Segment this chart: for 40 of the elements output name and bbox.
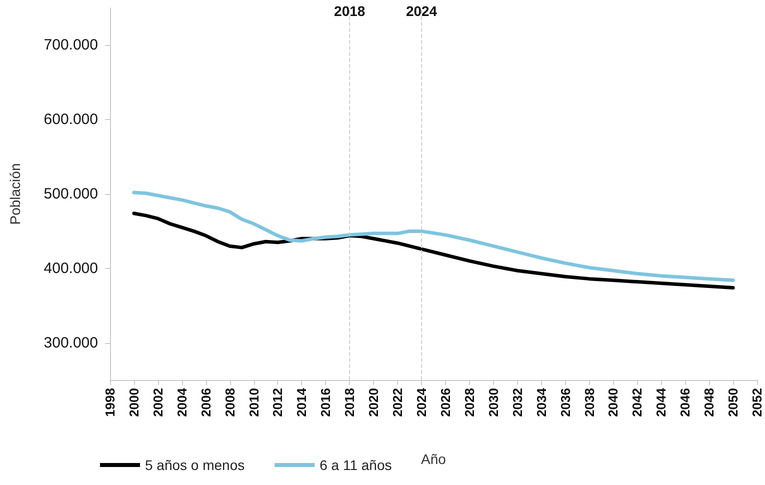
- x-tick-label: 2018: [342, 388, 358, 417]
- x-tick-label: 2022: [390, 388, 406, 417]
- x-tick-label: 2052: [750, 388, 764, 417]
- ref-line-label: 2018: [334, 3, 366, 19]
- legend-label: 5 años o menos: [145, 457, 245, 473]
- x-tick-label: 2038: [582, 388, 597, 417]
- line-series: [132, 190, 735, 282]
- x-tick-label: 2004: [174, 387, 190, 417]
- legend-label: 6 a 11 años: [320, 457, 392, 473]
- x-tick-label: 1998: [102, 388, 118, 417]
- x-tick-label: 2016: [318, 388, 334, 417]
- x-tick-label: 2048: [702, 388, 717, 417]
- x-axis-title: Año: [421, 451, 446, 467]
- ref-line-label: 2024: [406, 3, 438, 19]
- x-tick-label: 2050: [726, 388, 741, 417]
- x-tick-label: 2032: [510, 388, 525, 417]
- x-tick-label: 2028: [462, 388, 477, 417]
- x-tick-label: 2010: [246, 388, 262, 417]
- x-tick-label: 2000: [126, 388, 142, 417]
- x-tick-label: 2012: [270, 388, 286, 417]
- y-tick-label: 300.000: [44, 334, 98, 352]
- x-tick-label: 2002: [150, 388, 166, 417]
- x-tick-label: 2014: [294, 387, 310, 417]
- y-tick-label: 700.000: [44, 36, 98, 54]
- x-tick-label: 2026: [438, 388, 453, 417]
- x-tick-label: 2040: [606, 388, 621, 417]
- x-tick-label: 2024: [414, 387, 430, 417]
- x-tick-label: 2020: [366, 388, 382, 417]
- x-tick-label: 2006: [198, 388, 214, 417]
- x-tick-label: 2046: [678, 388, 693, 417]
- x-tick-label: 2042: [630, 388, 645, 417]
- y-axis-title: Población: [7, 163, 23, 225]
- y-tick-label: 400.000: [44, 260, 98, 277]
- y-tick-label: 500.000: [44, 186, 98, 202]
- y-tick-label: 600.000: [44, 111, 98, 128]
- x-tick-label: 2034: [534, 387, 549, 417]
- x-tick-label: 2036: [558, 388, 573, 417]
- x-tick-label: 2030: [486, 388, 501, 417]
- x-tick-label: 2044: [654, 387, 669, 417]
- x-tick-label: 2008: [222, 388, 238, 417]
